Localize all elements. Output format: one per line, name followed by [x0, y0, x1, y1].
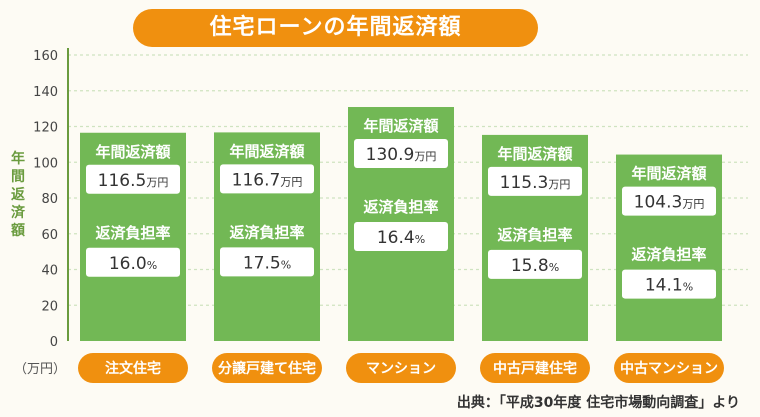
- value-box: [354, 222, 448, 252]
- value-box: [220, 164, 314, 194]
- bar-series-label: 返済負担率: [229, 223, 304, 241]
- category-pill: [480, 353, 590, 383]
- data-label: 14.1%: [645, 276, 693, 296]
- category-pill: [212, 353, 322, 383]
- bar-series-label: 年間返済額: [497, 145, 572, 163]
- data-label: 116.7万円: [232, 170, 303, 190]
- bar-series-label: 年間返済額: [95, 143, 170, 161]
- bar-series-label: 年間返済額: [363, 117, 438, 135]
- bar: [616, 154, 722, 341]
- data-label: 115.3万円: [500, 173, 571, 193]
- y-axis-unit: （万円）: [14, 362, 67, 377]
- x-tick-label: 中古マンション: [620, 360, 718, 377]
- value-box: [86, 247, 180, 277]
- y-tick-label: 160: [33, 49, 58, 64]
- value-box: [488, 166, 582, 196]
- chart-title: 住宅ローンの年間返済額: [133, 9, 538, 47]
- data-label: 15.8%: [511, 256, 559, 276]
- y-tick-label: 100: [33, 156, 58, 171]
- source-note: 出典：「平成30年度 住宅市場動向調査」より: [456, 395, 740, 411]
- bar-series-label: 返済負担率: [497, 226, 572, 244]
- data-label: 104.3万円: [634, 193, 705, 213]
- y-axis-label: 年間返済額: [11, 151, 25, 239]
- x-tick-label: 中古戸建住宅: [493, 360, 577, 377]
- bar-series-label: 返済負担率: [95, 224, 170, 242]
- value-box: [354, 139, 448, 169]
- bar-series-label: 返済負担率: [631, 246, 706, 264]
- bar-series-label: 年間返済額: [631, 165, 706, 183]
- y-tick-label: 60: [41, 228, 58, 243]
- x-tick-label: 分譲戸建て住宅: [218, 360, 316, 377]
- value-box: [622, 269, 716, 299]
- value-box: [488, 249, 582, 279]
- category-pill: [614, 353, 724, 383]
- x-tick-label: マンション: [366, 361, 436, 377]
- category-pill: [78, 353, 188, 383]
- bar-series-label: 年間返済額: [229, 142, 304, 160]
- category-pill: [346, 353, 456, 383]
- value-box: [86, 164, 180, 194]
- y-tick-label: 0: [50, 335, 58, 350]
- y-tick-label: 80: [41, 192, 58, 207]
- x-tick-label: 注文住宅: [105, 360, 161, 377]
- data-label: 116.5万円: [98, 171, 169, 191]
- value-box: [622, 186, 716, 216]
- data-label: 16.4%: [377, 228, 425, 248]
- y-tick-label: 20: [41, 299, 58, 314]
- y-tick-label: 140: [33, 85, 58, 100]
- y-tick-label: 120: [33, 121, 58, 136]
- y-tick-label: 40: [41, 264, 58, 279]
- data-label: 16.0%: [109, 254, 157, 274]
- value-box: [220, 247, 314, 277]
- data-label: 17.5%: [243, 253, 291, 273]
- data-label: 130.9万円: [366, 145, 437, 165]
- bar-series-label: 返済負担率: [363, 198, 438, 216]
